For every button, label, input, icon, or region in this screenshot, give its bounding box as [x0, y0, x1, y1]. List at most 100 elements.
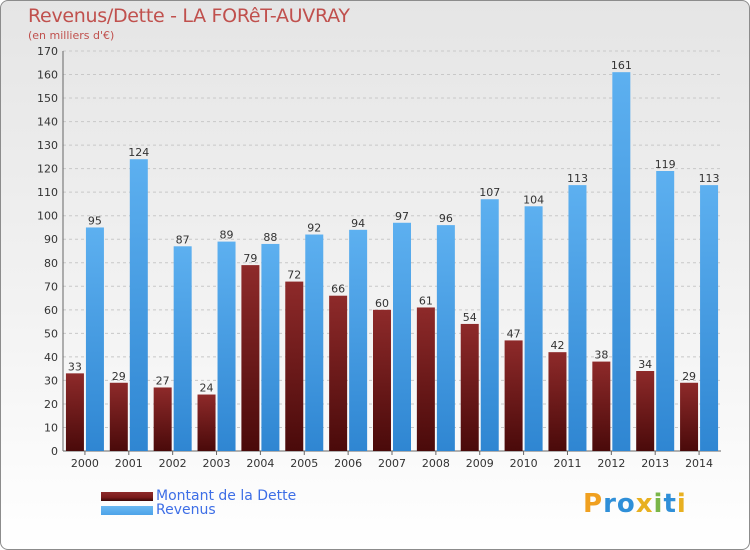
y-tick-label: 90 — [44, 233, 58, 246]
bar-revenus — [217, 241, 236, 451]
bar-revenus — [129, 159, 148, 451]
data-label-dette: 24 — [200, 382, 214, 395]
legend-item-revenus: Revenus — [101, 502, 216, 518]
bar-dette — [65, 373, 84, 451]
bar-dette — [680, 382, 699, 451]
bar-dette — [548, 352, 567, 451]
data-label-dette: 60 — [375, 297, 389, 310]
bar-revenus — [524, 206, 543, 451]
y-tick-label: 150 — [37, 92, 58, 105]
x-tick-label: 2012 — [597, 457, 625, 470]
x-tick-label: 2003 — [203, 457, 231, 470]
bar-dette — [241, 265, 260, 451]
data-label-dette: 33 — [68, 360, 82, 373]
bar-dette — [504, 340, 523, 451]
data-label-dette: 27 — [156, 374, 170, 387]
data-label-dette: 72 — [287, 269, 301, 282]
logo-letter: o — [616, 489, 636, 519]
bar-revenus — [700, 185, 719, 451]
logo-letter: t — [663, 489, 677, 519]
bar-dette — [109, 382, 128, 451]
bar-revenus — [568, 185, 587, 451]
logo-letter: P — [583, 489, 604, 519]
logo-letter: x — [635, 489, 654, 519]
data-label-dette: 47 — [507, 327, 521, 340]
x-tick-label: 2008 — [422, 457, 450, 470]
y-tick-label: 40 — [44, 351, 58, 364]
data-label-revenus: 124 — [128, 146, 149, 159]
data-label-revenus: 104 — [523, 193, 544, 206]
bar-revenus — [85, 227, 104, 451]
y-tick-label: 160 — [37, 69, 58, 82]
x-tick-label: 2013 — [641, 457, 669, 470]
bar-dette — [153, 387, 172, 451]
y-tick-label: 30 — [44, 374, 58, 387]
y-tick-label: 10 — [44, 421, 58, 434]
bar-revenus — [349, 229, 368, 451]
data-label-revenus: 88 — [263, 231, 277, 244]
data-label-revenus: 107 — [479, 186, 500, 199]
y-tick-label: 60 — [44, 304, 58, 317]
data-label-dette: 66 — [331, 283, 345, 296]
data-label-dette: 29 — [112, 370, 126, 383]
bar-revenus — [436, 225, 455, 451]
data-label-revenus: 94 — [351, 217, 365, 230]
chart-title: Revenus/Dette - LA FORêT-AUVRAY — [28, 5, 350, 27]
data-label-revenus: 95 — [88, 214, 102, 227]
y-tick-label: 170 — [37, 45, 58, 58]
bar-revenus — [305, 234, 324, 451]
data-label-revenus: 161 — [611, 59, 632, 72]
y-tick-label: 20 — [44, 398, 58, 411]
bar-dette — [373, 309, 391, 451]
y-tick-label: 110 — [37, 186, 58, 199]
data-label-revenus: 87 — [176, 233, 190, 246]
x-tick-label: 2010 — [510, 457, 538, 470]
logo-letter: i — [653, 489, 664, 519]
data-label-dette: 42 — [550, 339, 564, 352]
bar-dette — [592, 361, 611, 451]
logo-letter: r — [603, 489, 617, 519]
bar-dette — [197, 394, 216, 451]
data-label-dette: 79 — [243, 252, 257, 265]
bar-revenus — [656, 171, 675, 451]
bar-revenus — [393, 222, 411, 451]
bar-dette — [460, 323, 479, 451]
data-label-dette: 54 — [463, 311, 477, 324]
x-tick-label: 2002 — [159, 457, 187, 470]
bar-dette — [636, 371, 655, 451]
legend-swatch-dette — [101, 491, 153, 501]
legend-swatch-revenus — [101, 505, 153, 515]
y-tick-label: 80 — [44, 257, 58, 270]
chart-subtitle: (en milliers d'€) — [28, 29, 115, 42]
y-tick-label: 70 — [44, 280, 58, 293]
y-tick-label: 50 — [44, 327, 58, 340]
bar-dette — [416, 307, 435, 451]
data-label-revenus: 119 — [655, 158, 676, 171]
proxiti-logo: Proxiti — [583, 489, 687, 519]
legend-item-dette: Montant de la Dette — [101, 488, 296, 504]
data-label-revenus: 113 — [567, 172, 588, 185]
x-tick-label: 2009 — [466, 457, 494, 470]
y-tick-label: 0 — [51, 445, 58, 458]
data-label-revenus: 92 — [307, 222, 321, 235]
bar-dette — [285, 281, 304, 451]
x-tick-label: 2007 — [378, 457, 406, 470]
logo-letter: i — [676, 489, 687, 519]
y-tick-label: 100 — [37, 210, 58, 223]
legend-label-revenus: Revenus — [156, 502, 216, 518]
data-label-revenus: 89 — [220, 229, 234, 242]
data-label-revenus: 113 — [699, 172, 720, 185]
x-tick-label: 2000 — [71, 457, 99, 470]
x-tick-label: 2005 — [290, 457, 318, 470]
bar-revenus — [480, 199, 499, 451]
bar-revenus — [612, 72, 631, 452]
x-tick-label: 2006 — [334, 457, 362, 470]
bar-revenus — [173, 246, 192, 451]
bar-revenus — [261, 243, 280, 451]
x-tick-label: 2001 — [115, 457, 143, 470]
data-label-revenus: 97 — [395, 210, 409, 223]
y-tick-label: 130 — [37, 139, 58, 152]
x-tick-label: 2014 — [685, 457, 713, 470]
